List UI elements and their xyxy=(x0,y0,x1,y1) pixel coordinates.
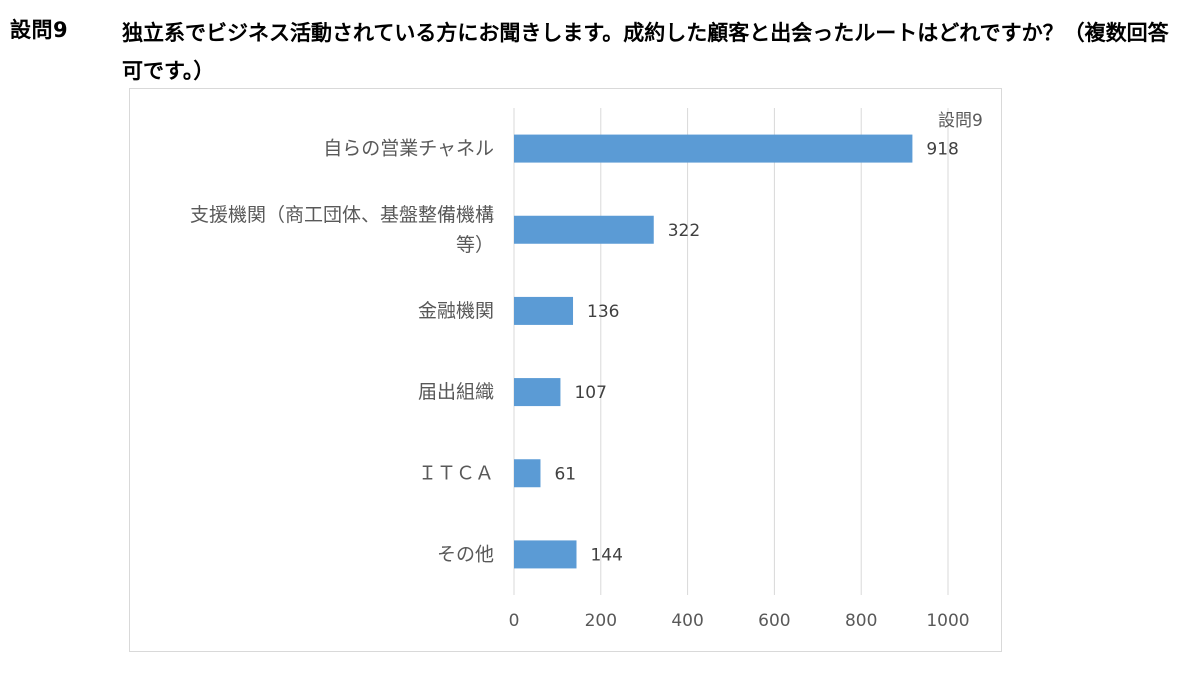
data-label: 918 xyxy=(926,140,958,160)
data-label: 61 xyxy=(554,464,576,484)
category-label: 等） xyxy=(456,234,494,256)
chart-frame xyxy=(129,88,1002,652)
category-label: ＩＴＣＡ xyxy=(418,462,494,484)
bar xyxy=(514,134,913,163)
data-label: 107 xyxy=(574,383,606,403)
x-tick-label: 400 xyxy=(671,611,703,631)
bar xyxy=(514,215,654,244)
category-label: その他 xyxy=(437,543,494,565)
category-label: 届出組織 xyxy=(418,381,494,403)
category-label: 自らの営業チャネル xyxy=(323,138,494,160)
legend-label: 設問9 xyxy=(938,111,983,131)
data-label: 322 xyxy=(668,221,700,241)
bars xyxy=(514,134,913,569)
category-label: 支援機関（商工団体、基盤整備機構 xyxy=(190,204,494,226)
bar xyxy=(514,459,541,488)
data-labels: 918 322 136 107 61 144 xyxy=(554,140,958,566)
x-tick-label: 800 xyxy=(845,611,877,631)
x-tick-label: 600 xyxy=(758,611,790,631)
question-number: 設問9 xyxy=(10,18,69,42)
category-label: 金融機関 xyxy=(418,300,494,322)
x-tick-labels: 0 200 400 600 800 1000 xyxy=(509,611,970,631)
data-label: 136 xyxy=(587,302,619,322)
bar xyxy=(514,296,574,325)
bar xyxy=(514,540,577,569)
x-tick-label: 200 xyxy=(585,611,617,631)
x-tick-label: 0 xyxy=(509,611,520,631)
gridlines xyxy=(513,108,949,595)
question-text: 独立系でビジネス活動されている方にお聞きします。成約した顧客と出会ったルートはど… xyxy=(122,21,1169,83)
data-label: 144 xyxy=(590,545,622,565)
x-tick-label: 1000 xyxy=(926,611,969,631)
bar xyxy=(514,378,561,407)
